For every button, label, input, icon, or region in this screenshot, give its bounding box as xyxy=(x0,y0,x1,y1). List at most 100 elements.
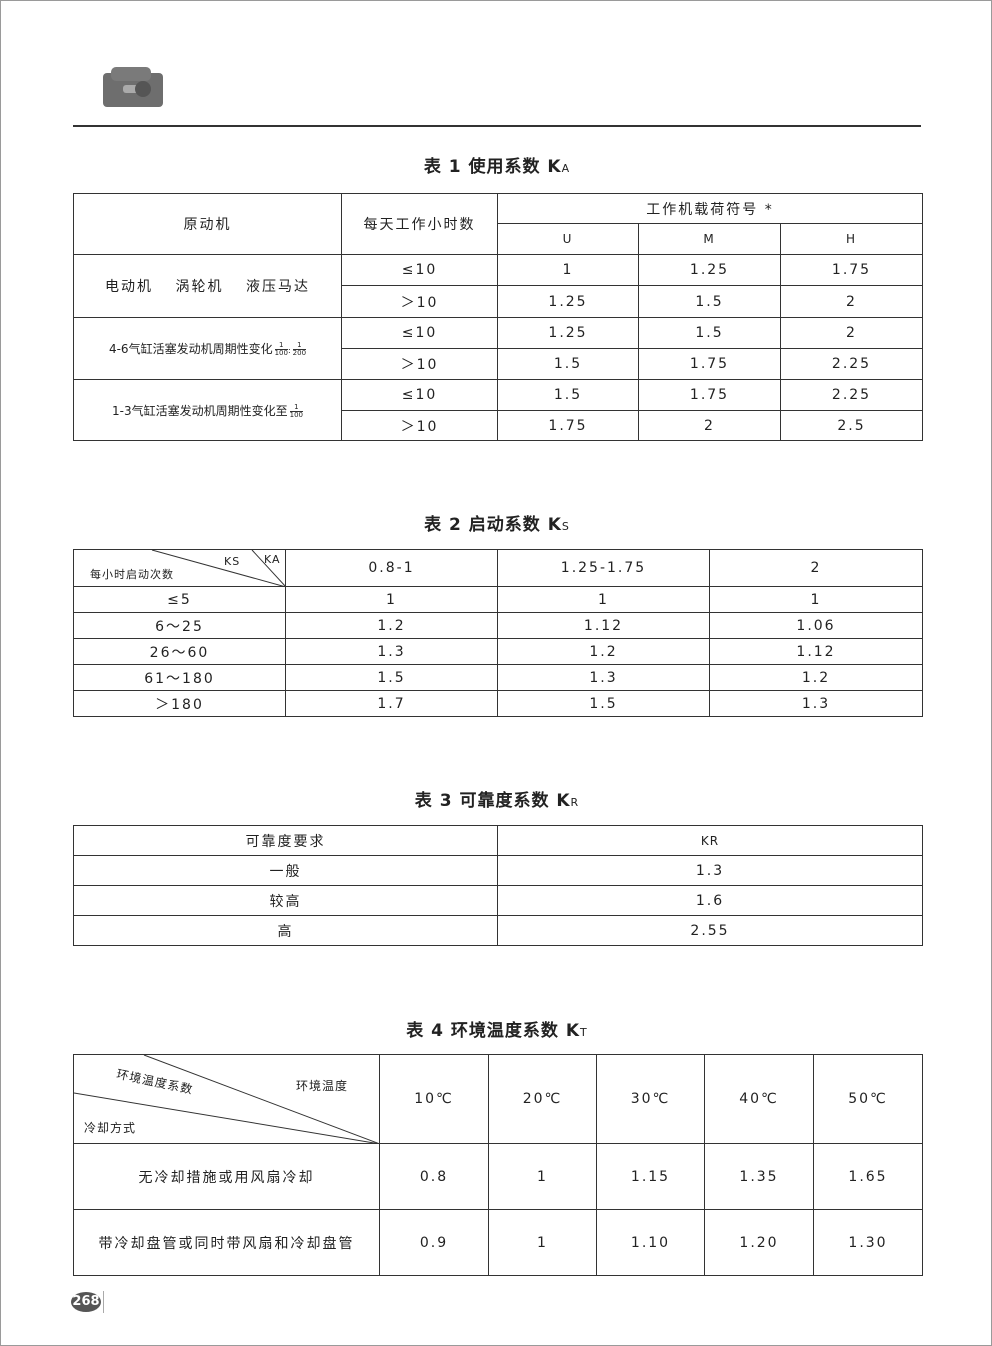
col-header: 30℃ xyxy=(596,1054,705,1144)
cell: 1.5 xyxy=(285,664,498,691)
table-row: 26～60 1.3 1.2 1.12 xyxy=(73,638,923,665)
row-label: 每小时启动次数 xyxy=(90,568,174,581)
cell: 2.25 xyxy=(779,379,924,411)
cell: 1.75 xyxy=(638,379,781,411)
cell: ＞10 xyxy=(341,285,498,318)
cell: 1.5 xyxy=(497,379,639,411)
cell: 1.2 xyxy=(709,664,923,691)
table-row: ＞180 1.7 1.5 1.3 xyxy=(73,690,923,717)
col-header: 40℃ xyxy=(704,1054,814,1144)
header-h: H xyxy=(779,223,924,255)
cell: 1.65 xyxy=(813,1143,923,1210)
ka-label: KA xyxy=(264,553,281,566)
cell: 1 xyxy=(709,586,923,613)
cell: 26～60 xyxy=(73,638,286,665)
table-row: 带冷却盘管或同时带风扇和冷却盘管 0.9 1 1.10 1.20 1.30 xyxy=(73,1209,923,1276)
cell: ＞10 xyxy=(341,410,498,441)
header-m: M xyxy=(638,223,781,255)
col-header: 可靠度要求 xyxy=(73,825,498,856)
cell: 61～180 xyxy=(73,664,286,691)
temp-label: 环境温度 xyxy=(296,1079,349,1093)
cell: 1.30 xyxy=(813,1209,923,1276)
cell: 1.3 xyxy=(497,664,710,691)
col-header: KR xyxy=(497,825,923,856)
table-row: 一般 1.3 xyxy=(73,855,923,886)
group-label: 1-3气缸活塞发动机周期性变化至 1 100 xyxy=(73,379,342,441)
cell: 2.55 xyxy=(497,915,923,946)
cell: 1.2 xyxy=(497,638,710,665)
gearbox-image xyxy=(103,67,163,107)
cell: 1.15 xyxy=(596,1143,705,1210)
cell: 0.9 xyxy=(379,1209,489,1276)
cell: 1.5 xyxy=(497,690,710,717)
cell: 1.06 xyxy=(709,612,923,639)
ks-label: KS xyxy=(224,555,241,568)
col-header: 0.8-1 xyxy=(285,549,498,587)
cell: 2 xyxy=(779,317,924,349)
cell: 1.25 xyxy=(638,254,781,286)
cell: 1 xyxy=(285,586,498,613)
cell: 1.3 xyxy=(709,690,923,717)
cell: 2.5 xyxy=(779,410,924,441)
cell: ≤5 xyxy=(73,586,286,613)
table3: 可靠度要求 KR 一般 1.3 较高 1.6 高 2.55 xyxy=(73,825,923,946)
cell: 1.12 xyxy=(709,638,923,665)
header-load: 工作机载荷符号 * xyxy=(496,193,924,224)
cell: ＞10 xyxy=(341,348,498,380)
table2-title: 表 2 启动系数 KS xyxy=(424,515,570,535)
cell: 1 xyxy=(488,1209,597,1276)
cell: 2.25 xyxy=(779,348,924,380)
cell: 1.5 xyxy=(638,317,781,349)
table1-title: 表 1 使用系数 KA xyxy=(423,157,571,177)
table-row: 61～180 1.5 1.3 1.2 xyxy=(73,664,923,691)
cell: 1.75 xyxy=(779,254,924,286)
header-u: U xyxy=(497,223,639,255)
cell: ≤10 xyxy=(341,379,498,411)
cell: 一般 xyxy=(73,855,498,886)
diagonal-lines xyxy=(151,550,286,587)
col-header: 10℃ xyxy=(379,1054,489,1144)
cell: 2 xyxy=(779,285,924,318)
col-header: 20℃ xyxy=(488,1054,597,1144)
cell: 带冷却盘管或同时带风扇和冷却盘管 xyxy=(73,1209,380,1276)
table3-title: 表 3 可靠度系数 KR xyxy=(414,791,580,811)
cooling-label: 冷却方式 xyxy=(84,1121,137,1135)
col-header: 2 xyxy=(709,549,923,587)
cell: 较高 xyxy=(73,885,498,916)
cell: 1.3 xyxy=(285,638,498,665)
cell: 6～25 xyxy=(73,612,286,639)
cell: 1.7 xyxy=(285,690,498,717)
cell: 1.20 xyxy=(704,1209,814,1276)
cell: 1.10 xyxy=(596,1209,705,1276)
cell: ＞180 xyxy=(73,690,286,717)
corner-cell: 每小时启动次数 KS KA xyxy=(73,549,286,587)
col-header: 50℃ xyxy=(813,1054,923,1144)
cell: 1.5 xyxy=(638,285,781,318)
header-rule xyxy=(73,125,921,127)
cell: 1 xyxy=(497,254,639,286)
table4: 环境温度系数 环境温度 冷却方式 10℃ 20℃ 30℃ 40℃ 50℃ 无冷却措施或用… xyxy=(73,1054,923,1276)
cell: 1 xyxy=(497,586,710,613)
cell: 1.2 xyxy=(285,612,498,639)
table-row: 高 2.55 xyxy=(73,915,923,946)
cell: 无冷却措施或用风扇冷却 xyxy=(73,1143,380,1210)
corner-cell: 环境温度系数 环境温度 冷却方式 xyxy=(73,1054,380,1144)
table-row: 无冷却措施或用风扇冷却 0.8 1 1.15 1.35 1.65 xyxy=(73,1143,923,1210)
cell: 1.3 xyxy=(497,855,923,886)
group-label: 电动机 涡轮机 液压马达 xyxy=(73,254,342,318)
cell: 0.8 xyxy=(379,1143,489,1210)
header-hours: 每天工作小时数 xyxy=(341,193,498,255)
cell: 1.6 xyxy=(497,885,923,916)
cell: ≤10 xyxy=(341,317,498,349)
cell: 1.5 xyxy=(497,348,639,380)
table4-title: 表 4 环境温度系数 KT xyxy=(406,1021,588,1041)
cell: 1.25 xyxy=(497,285,639,318)
cell: 1.35 xyxy=(704,1143,814,1210)
col-header: 1.25-1.75 xyxy=(497,549,710,587)
cell: 1.25 xyxy=(497,317,639,349)
table-row: 6～25 1.2 1.12 1.06 xyxy=(73,612,923,639)
table-row: 较高 1.6 xyxy=(73,885,923,916)
cell: 1.12 xyxy=(497,612,710,639)
